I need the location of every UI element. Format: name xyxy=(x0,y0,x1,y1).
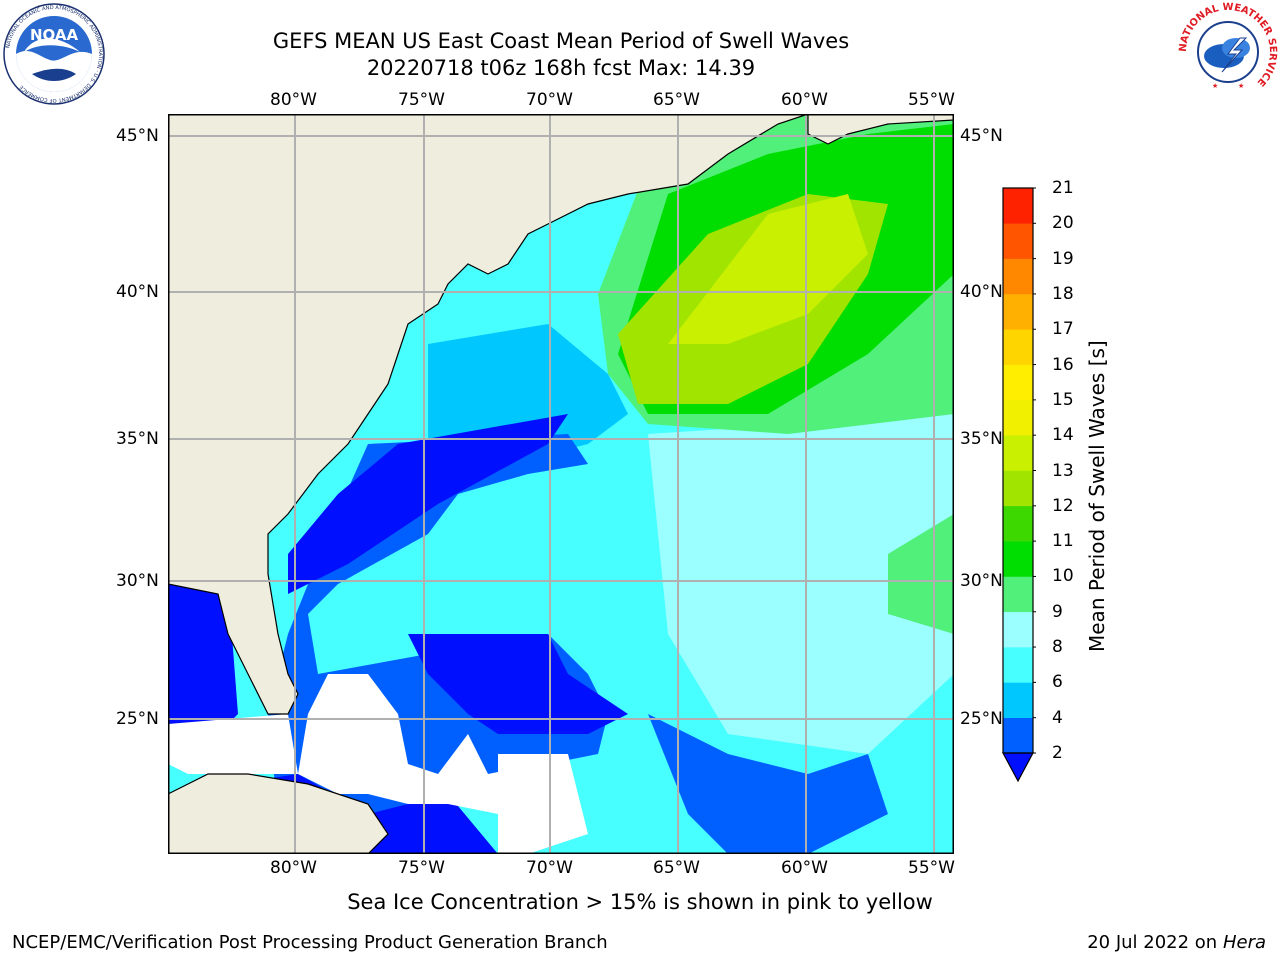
noaa-logo-text: NOAA xyxy=(30,26,79,44)
colorbar-level-label: 16 xyxy=(1052,354,1074,375)
colorbar-level-label: 9 xyxy=(1052,601,1063,622)
lat-label-left-40n: 40°N xyxy=(116,282,159,302)
lat-label-right-35n: 35°N xyxy=(960,429,1003,449)
colorbar-segment xyxy=(1003,541,1033,577)
colorbar-level-label: 8 xyxy=(1052,637,1063,658)
colorbar-segment xyxy=(1003,470,1033,507)
colorbar-level-label: 14 xyxy=(1052,425,1074,446)
lon-label-bottom-75w: 75°W xyxy=(398,858,445,878)
colorbar-under-triangle xyxy=(1001,752,1035,783)
footer-date-text: 20 Jul 2022 on xyxy=(1087,932,1223,953)
ocean-9-10s-east xyxy=(888,514,954,634)
colorbar-level-label: 2 xyxy=(1052,743,1063,763)
footer-date: 20 Jul 2022 on Hera xyxy=(1087,932,1266,953)
colorbar xyxy=(1001,187,1036,783)
lon-label-top-80w: 80°W xyxy=(270,90,317,110)
lon-label-bottom-55w: 55°W xyxy=(908,858,955,878)
ocean-13-14s xyxy=(668,194,868,344)
gridlines xyxy=(168,114,954,854)
footer-credit: NCEP/EMC/Verification Post Processing Pr… xyxy=(12,932,608,953)
colorbar-segment xyxy=(1003,576,1033,613)
ocean-under-2s-central xyxy=(408,634,628,734)
chart-subtitle: 20220718 t06z 168h fcst Max: 14.39 xyxy=(366,56,756,80)
colorbar-segment xyxy=(1003,505,1033,542)
ocean-8-9s xyxy=(648,414,954,754)
lat-label-left-30n: 30°N xyxy=(116,571,159,591)
swell-period-map xyxy=(168,114,954,854)
lat-label-right-30n: 30°N xyxy=(960,571,1003,591)
lat-label-right-45n: 45°N xyxy=(960,126,1003,146)
land-cuba xyxy=(168,773,389,854)
colorbar-level-label: 21 xyxy=(1052,178,1074,198)
colorbar-level-label: 20 xyxy=(1052,213,1074,234)
colorbar-segment xyxy=(1003,717,1033,754)
lat-label-right-25n: 25°N xyxy=(960,709,1003,729)
lon-label-top-55w: 55°W xyxy=(908,90,955,110)
nodata-south xyxy=(498,754,588,854)
lon-label-bottom-80w: 80°W xyxy=(270,858,317,878)
colorbar-segment xyxy=(1003,293,1033,330)
colorbar-level-label: 13 xyxy=(1052,460,1074,481)
colorbar-segment xyxy=(1003,258,1033,295)
lon-label-bottom-70w: 70°W xyxy=(526,858,573,878)
lat-label-left-25n: 25°N xyxy=(116,709,159,729)
lat-label-left-45n: 45°N xyxy=(116,126,159,146)
colorbar-segment xyxy=(1003,329,1033,365)
colorbar-title: Mean Period of Swell Waves [s] xyxy=(1085,340,1109,652)
ocean-4-6s-north xyxy=(428,324,628,454)
colorbar-segment xyxy=(1003,188,1033,224)
colorbar-level-label: 19 xyxy=(1052,248,1074,269)
colorbar-level-label: 17 xyxy=(1052,319,1074,340)
colorbar-level-label: 11 xyxy=(1052,531,1074,552)
sea-ice-note: Sea Ice Concentration > 15% is shown in … xyxy=(347,890,933,914)
colorbar-level-label: 18 xyxy=(1052,283,1074,304)
colorbar-segment xyxy=(1003,435,1033,471)
colorbar-level-label: 4 xyxy=(1052,707,1063,728)
colorbar-segment xyxy=(1003,223,1033,259)
lat-label-left-35n: 35°N xyxy=(116,429,159,449)
ocean-under-2s-gulf xyxy=(168,584,238,754)
colorbar-level-label: 15 xyxy=(1052,389,1074,410)
chart-title: GEFS MEAN US East Coast Mean Period of S… xyxy=(272,29,850,53)
colorbar-segment xyxy=(1003,399,1033,436)
colorbar-level-label: 12 xyxy=(1052,495,1074,516)
colorbar-segment xyxy=(1003,647,1033,683)
lon-label-top-60w: 60°W xyxy=(781,90,828,110)
svg-text:★: ★ xyxy=(1212,82,1218,90)
ocean-2-4s-south xyxy=(648,714,888,854)
colorbar-segment xyxy=(1003,611,1033,648)
lon-label-bottom-65w: 65°W xyxy=(653,858,700,878)
lon-label-bottom-60w: 60°W xyxy=(781,858,828,878)
lon-label-top-75w: 75°W xyxy=(398,90,445,110)
colorbar-level-label: 10 xyxy=(1052,566,1074,587)
lat-label-right-40n: 40°N xyxy=(960,282,1003,302)
nodata-florida-straits xyxy=(168,714,298,774)
footer-machine: Hera xyxy=(1222,932,1266,953)
nodata-bahamas xyxy=(298,674,548,814)
lon-label-top-70w: 70°W xyxy=(526,90,573,110)
nws-logo: NATIONAL WEATHER SERVICE ★ ★ xyxy=(1178,2,1278,100)
colorbar-segment xyxy=(1003,364,1033,401)
svg-text:★: ★ xyxy=(1238,82,1244,90)
colorbar-segment xyxy=(1003,682,1033,718)
map-frame xyxy=(168,114,954,854)
lon-label-top-65w: 65°W xyxy=(653,90,700,110)
ocean-under-2s-north xyxy=(288,414,568,594)
colorbar-level-label: 6 xyxy=(1052,672,1063,693)
land-north-america xyxy=(168,114,809,715)
noaa-logo: NATIONAL OCEANIC AND ATMOSPHERIC ADMINIS… xyxy=(3,3,105,105)
